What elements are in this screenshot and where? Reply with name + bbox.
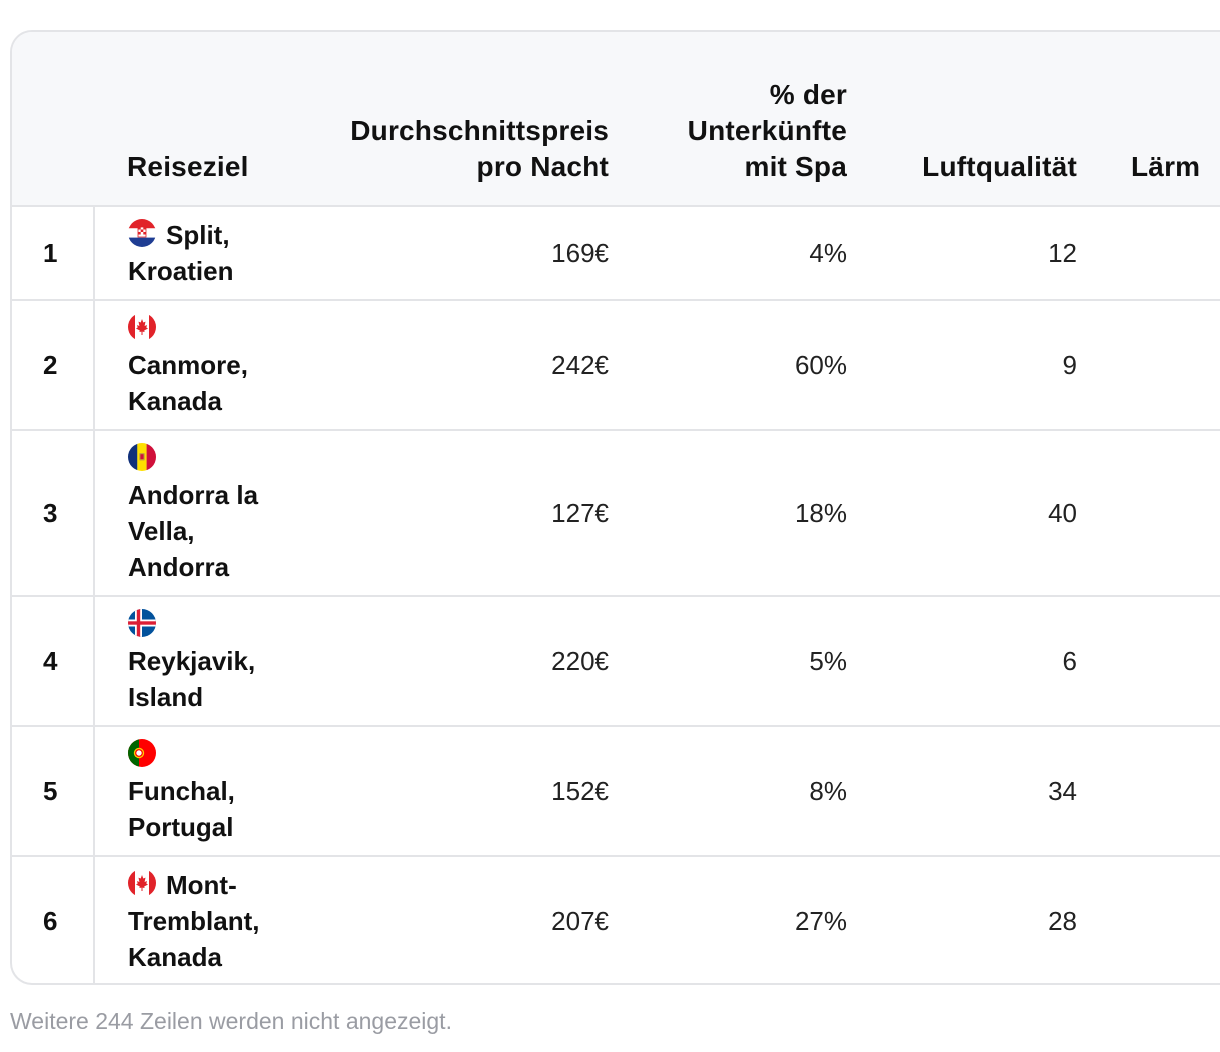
hidden-rows-note: Weitere 244 Zeilen werden nicht angezeig… [10, 1008, 452, 1034]
rank-cell: 2 [12, 300, 95, 430]
spa-cell: 8% [809, 775, 847, 806]
table-row[interactable]: 2 Canmore, Kanada 242€ 60% 9 [12, 300, 1220, 430]
air-quality-cell: 12 [1048, 237, 1077, 268]
destination-line: Reykjavik, [128, 646, 256, 676]
rank-cell: 3 [12, 430, 95, 596]
noise-cell [1077, 856, 1220, 983]
destination-line: Andorra [128, 552, 230, 582]
price-cell: 207€ [551, 905, 609, 936]
canada-flag-icon [128, 869, 156, 897]
destination-cell: Split, Kroatien [94, 206, 309, 300]
destination-cell: Reykjavik, Island [94, 596, 309, 726]
destination-line: Mont- [166, 870, 237, 900]
spa-cell: 27% [794, 905, 847, 936]
spa-cell: 5% [809, 645, 847, 676]
destination-line: Funchal, [128, 776, 235, 806]
price-cell: 242€ [551, 349, 609, 380]
destination-cell: Canmore, Kanada [94, 300, 309, 430]
table-row[interactable]: 6 Mont- Tremblant, Kanada 207€ 27% 28 [12, 856, 1220, 983]
noise-cell [1077, 206, 1220, 300]
spa-cell: 4% [809, 237, 847, 268]
rank-cell: 5 [12, 726, 95, 856]
canada-flag-icon [128, 313, 156, 341]
destination-line: Tremblant, [128, 906, 260, 936]
table-body: 1 Split, Kroatien 169€ 4% 12 2 Canmore, Kanada 24… [12, 206, 1220, 983]
header-price-line: pro Nacht [476, 151, 609, 182]
header-price-line: Durchschnittspreis [350, 115, 609, 146]
destination-line: Vella, [128, 516, 195, 546]
table-row[interactable]: 5 Funchal, Portugal 152€ 8% 34 [12, 726, 1220, 856]
andorra-flag-icon [128, 443, 156, 471]
table-header: Reiseziel Durchschnittspreis pro Nacht %… [12, 32, 1220, 206]
destinations-table-container: Reiseziel Durchschnittspreis pro Nacht %… [10, 30, 1220, 985]
iceland-flag-icon [128, 609, 156, 637]
portugal-flag-icon [128, 739, 156, 767]
noise-cell [1077, 596, 1220, 726]
header-noise[interactable]: Lärm [1131, 151, 1201, 182]
header-spa-line: % der [769, 79, 847, 110]
rank-cell: 1 [12, 206, 95, 300]
air-quality-cell: 34 [1048, 775, 1077, 806]
destination-line: Portugal [128, 812, 234, 842]
table-row[interactable]: 3 Andorra la Vella, Andorra 127€ 18% 40 [12, 430, 1220, 596]
spa-cell: 18% [794, 497, 847, 528]
croatia-flag-icon [128, 219, 156, 247]
header-rank [12, 32, 94, 206]
noise-cell [1077, 300, 1220, 430]
spa-cell: 60% [794, 349, 847, 380]
table-row[interactable]: 1 Split, Kroatien 169€ 4% 12 [12, 206, 1220, 300]
destination-cell: Mont- Tremblant, Kanada [94, 856, 309, 983]
air-quality-cell: 6 [1062, 645, 1077, 676]
price-cell: 127€ [551, 497, 609, 528]
air-quality-cell: 40 [1048, 497, 1077, 528]
destination-line: Kroatien [128, 256, 234, 286]
noise-cell [1077, 726, 1220, 856]
rank-cell: 4 [12, 596, 95, 726]
price-cell: 169€ [551, 237, 609, 268]
destination-cell: Funchal, Portugal [94, 726, 309, 856]
destination-line: Kanada [128, 942, 222, 972]
destination-line: Kanada [128, 386, 222, 416]
rank-cell: 6 [12, 856, 95, 983]
price-cell: 220€ [551, 645, 609, 676]
destination-line: Andorra la [128, 480, 259, 510]
air-quality-cell: 9 [1062, 349, 1077, 380]
destination-line: Canmore, [128, 350, 248, 380]
destination-line: Split, [166, 220, 230, 250]
noise-cell [1077, 430, 1220, 596]
header-destination[interactable]: Reiseziel [127, 151, 249, 182]
header-air-quality[interactable]: Luftqualität [922, 151, 1077, 182]
header-price[interactable]: Durchschnittspreis pro Nacht [309, 32, 609, 206]
header-spa-line: Unterkünfte [687, 115, 847, 146]
header-spa[interactable]: % der Unterkünfte mit Spa [609, 32, 847, 206]
air-quality-cell: 28 [1048, 905, 1077, 936]
destination-cell: Andorra la Vella, Andorra [94, 430, 309, 596]
table-row[interactable]: 4 Reykjavik, Island 220€ 5% 6 [12, 596, 1220, 726]
price-cell: 152€ [551, 775, 609, 806]
header-spa-line: mit Spa [744, 151, 847, 182]
destinations-table: Reiseziel Durchschnittspreis pro Nacht %… [12, 32, 1220, 983]
destination-line: Island [128, 682, 204, 712]
